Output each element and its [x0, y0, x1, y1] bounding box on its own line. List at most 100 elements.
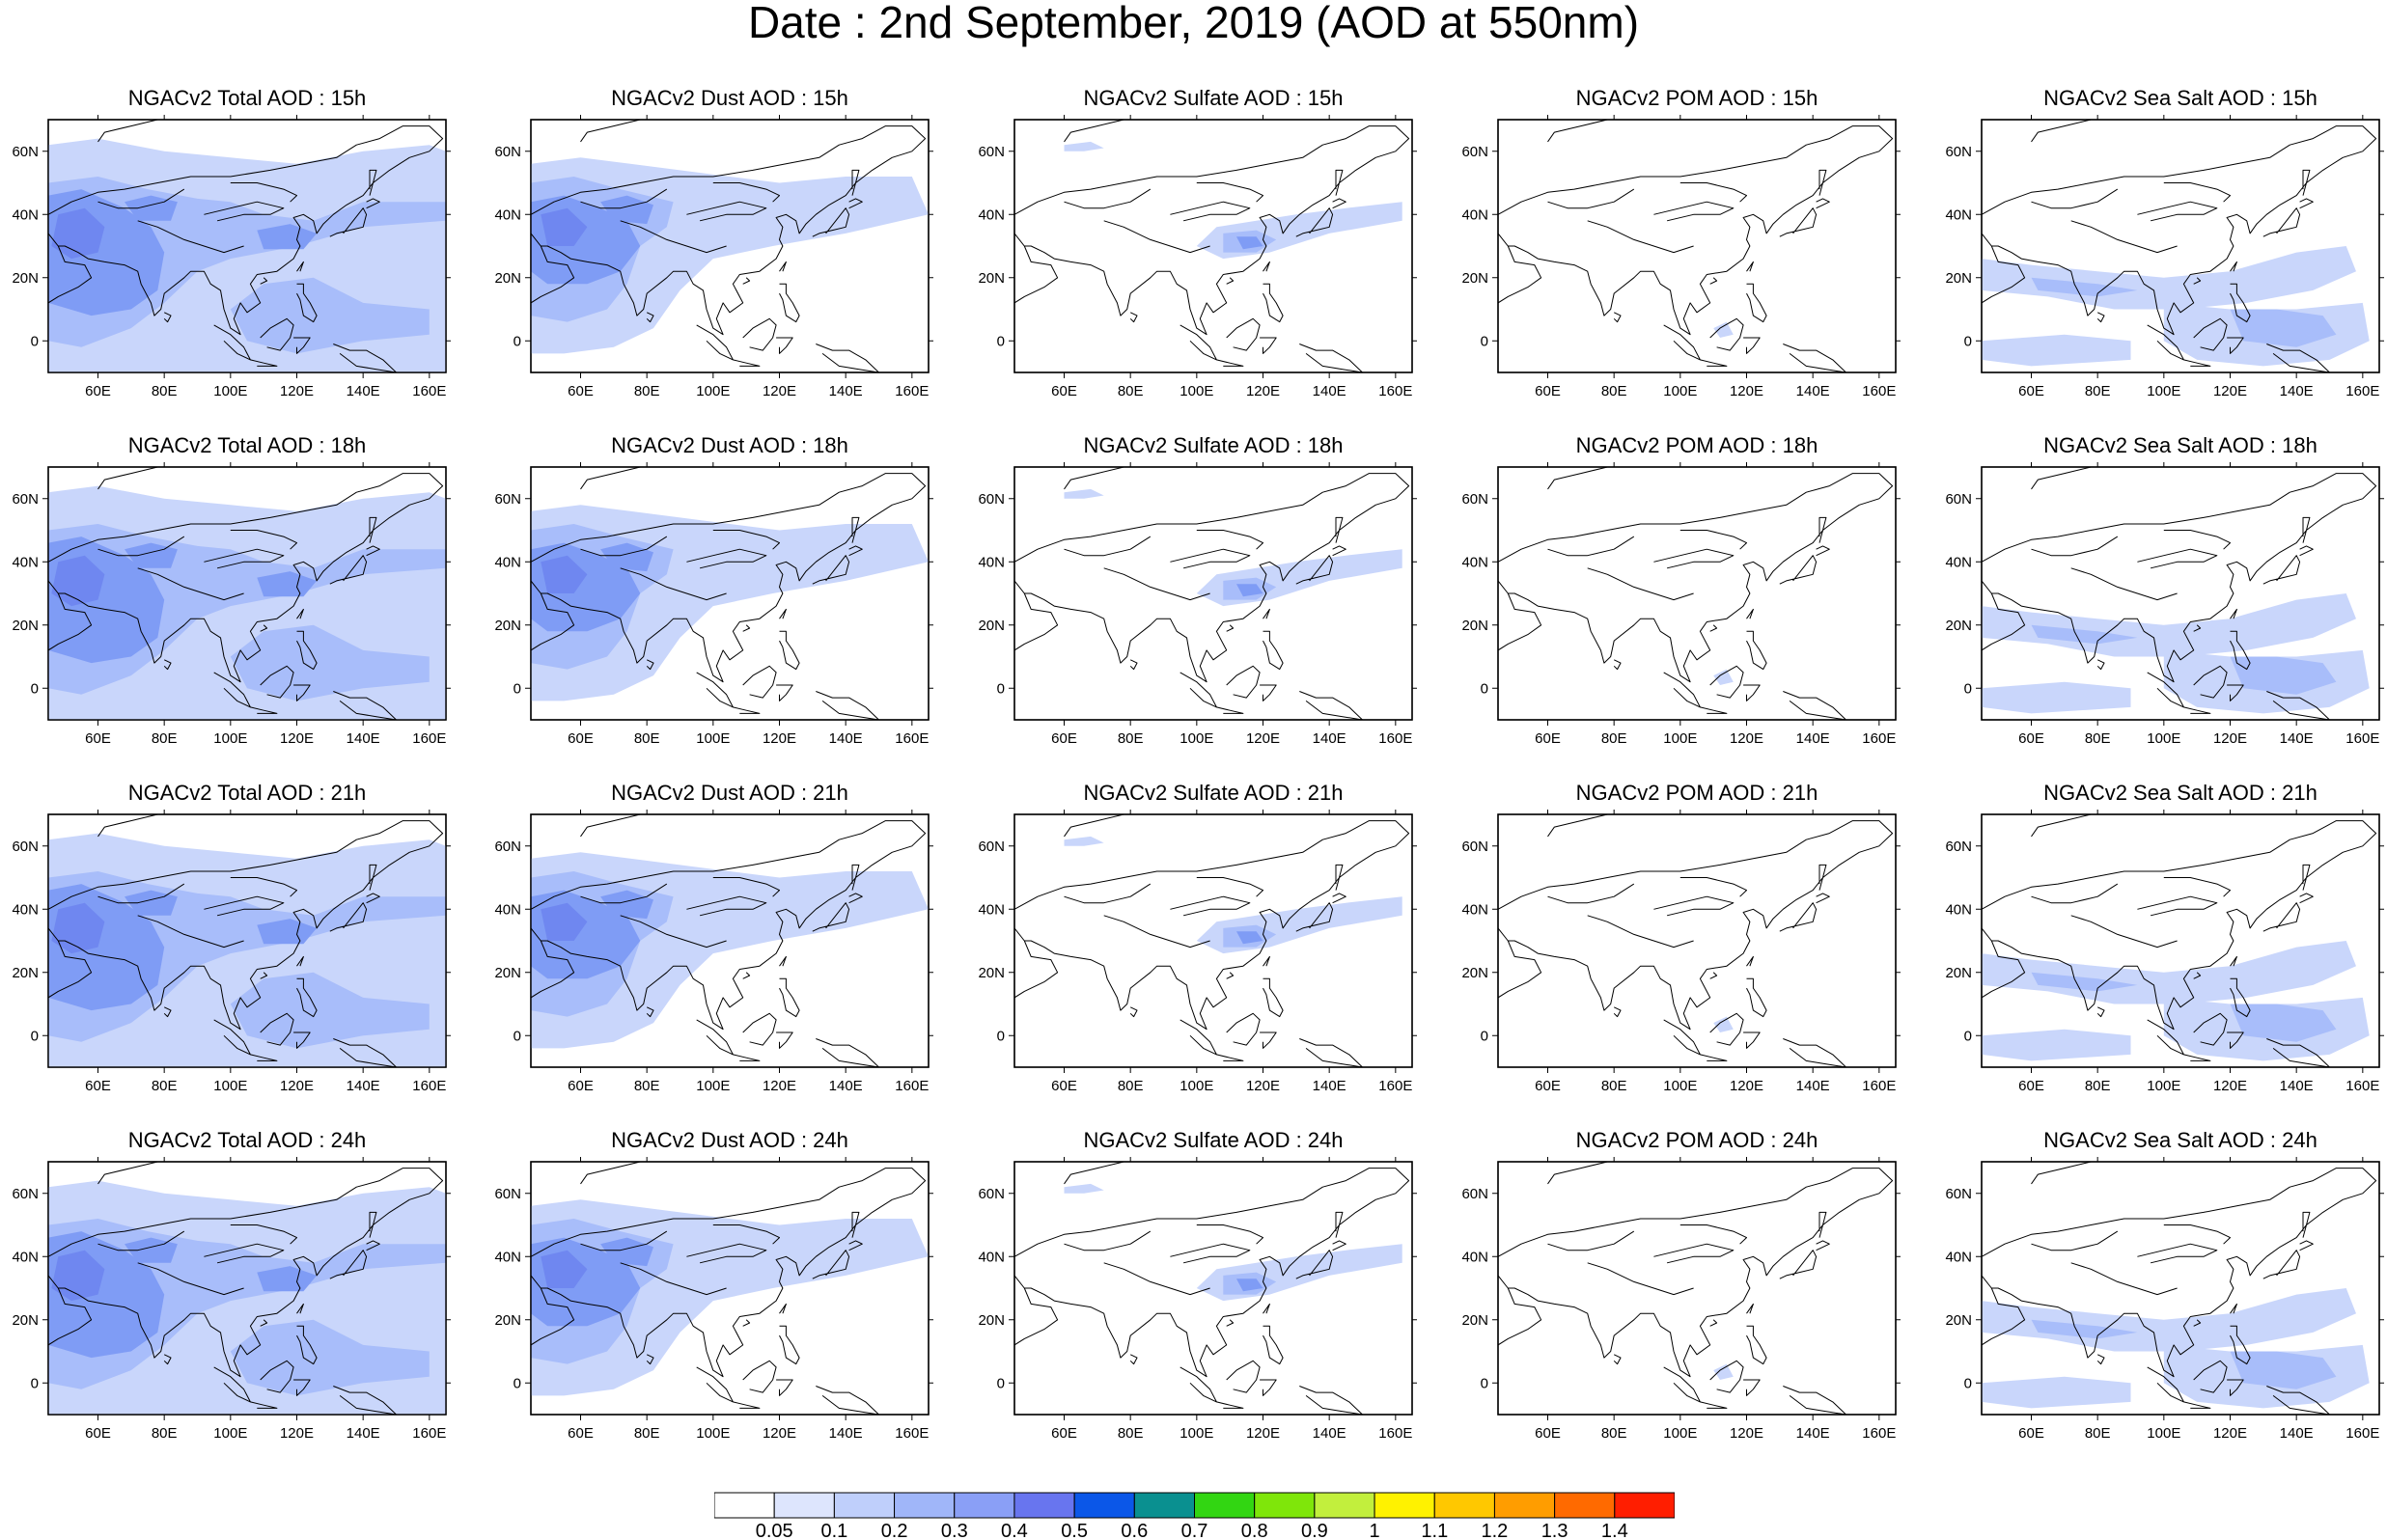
lat-tick-label: 60N — [1945, 144, 1972, 160]
map-panel: NGACv2 Total AOD : 21h 60E 80E 100E 120E 140E… — [0, 780, 454, 1117]
lat-tick-label: 20N — [1945, 270, 1972, 287]
map-plot: 60E 80E 100E 120E 140E 160E 60N 40N 20N 0 — [494, 462, 933, 747]
lat-tick-label: 40N — [1461, 901, 1488, 918]
colorbar-label: 0.05 — [756, 1521, 793, 1540]
lon-tick-label: 60E — [1535, 730, 1561, 747]
lat-tick-label: 60N — [1945, 839, 1972, 855]
colorbar-swatch — [1554, 1492, 1616, 1519]
colorbar-label: 0.8 — [1241, 1521, 1268, 1540]
lon-tick-label: 60E — [568, 1078, 594, 1094]
aod-field — [1498, 814, 1894, 1067]
aod-shading — [541, 902, 588, 941]
lon-tick-label: 100E — [696, 1425, 730, 1442]
lat-tick-label: 20N — [1461, 965, 1488, 981]
aod-shading — [600, 1237, 653, 1267]
lon-tick-label: 140E — [1796, 1078, 1830, 1094]
coastline — [531, 467, 927, 720]
lat-tick-label: 0 — [513, 680, 521, 697]
lon-tick-label: 80E — [1118, 730, 1144, 747]
lat-tick-label: 60N — [1461, 839, 1488, 855]
aod-field — [1498, 120, 1894, 372]
lat-tick-label: 60N — [1945, 1186, 1972, 1202]
lon-tick-label: 100E — [696, 1078, 730, 1094]
aod-shading — [1713, 1016, 1734, 1032]
lat-tick-label: 40N — [12, 1249, 39, 1265]
map-plot: 60E 80E 100E 120E 140E 160E 60N 40N 20N 0 — [1461, 810, 1901, 1094]
lon-tick-label: 80E — [1118, 1078, 1144, 1094]
lat-tick-label: 60N — [1461, 1186, 1488, 1202]
lon-tick-label: 160E — [895, 730, 929, 747]
lat-tick-label: 60N — [1945, 491, 1972, 508]
lon-tick-label: 80E — [152, 1078, 178, 1094]
lat-tick-label: 20N — [978, 1312, 1005, 1329]
lon-tick-label: 100E — [1180, 1078, 1213, 1094]
colorbar-label: 1.3 — [1541, 1521, 1568, 1540]
lat-tick-label: 20N — [1461, 1312, 1488, 1329]
aod-field — [531, 814, 929, 1067]
map-panel: NGACv2 Sulfate AOD : 24h 60E 80E 100E 120E 14… — [966, 1127, 1420, 1465]
colorbar-swatch — [1194, 1492, 1256, 1519]
aod-shading — [2230, 1004, 2337, 1042]
lon-tick-label: 140E — [2280, 1425, 2314, 1442]
lat-tick-label: 0 — [1964, 680, 1972, 697]
lon-tick-label: 60E — [568, 383, 594, 399]
lon-tick-label: 160E — [412, 730, 446, 747]
coastline — [1982, 814, 2377, 1067]
lat-tick-label: 40N — [1945, 901, 1972, 918]
map-border — [1013, 466, 1413, 721]
aod-shading — [1064, 488, 1104, 499]
lon-tick-label: 80E — [1601, 730, 1627, 747]
lon-tick-label: 80E — [2085, 1078, 2111, 1094]
lat-tick-label: 20N — [1945, 965, 1972, 981]
lon-tick-label: 60E — [2018, 730, 2044, 747]
aod-field — [1982, 814, 2377, 1067]
lon-tick-label: 100E — [1180, 1425, 1213, 1442]
map-plot: 60E 80E 100E 120E 140E 160E 60N 40N 20N 0 — [12, 1157, 451, 1442]
map-border — [1981, 1161, 2380, 1416]
lon-tick-label: 80E — [152, 1425, 178, 1442]
lat-tick-label: 60N — [978, 839, 1005, 855]
lat-tick-label: 60N — [494, 144, 521, 160]
panel-title: NGACv2 Sulfate AOD : 18h — [1083, 433, 1344, 457]
aod-shading — [257, 1266, 318, 1292]
map-border — [530, 1161, 930, 1416]
lat-tick-label: 40N — [1945, 1249, 1972, 1265]
lat-tick-label: 20N — [978, 270, 1005, 287]
lon-tick-label: 100E — [213, 383, 247, 399]
lat-tick-label: 60N — [12, 1186, 39, 1202]
lon-tick-label: 140E — [2280, 1078, 2314, 1094]
lat-tick-label: 20N — [12, 965, 39, 981]
lon-tick-label: 120E — [2213, 1078, 2247, 1094]
lon-tick-label: 80E — [1601, 1425, 1627, 1442]
map-border — [47, 466, 447, 721]
aod-shading — [1713, 669, 1734, 685]
lon-tick-label: 120E — [1730, 1078, 1763, 1094]
lon-tick-label: 120E — [763, 1425, 796, 1442]
lat-tick-label: 40N — [1945, 206, 1972, 223]
lon-tick-label: 80E — [634, 1078, 660, 1094]
aod-shading — [2230, 656, 2337, 695]
lon-tick-label: 100E — [2147, 1078, 2180, 1094]
lon-tick-label: 80E — [634, 730, 660, 747]
aod-shading — [1064, 141, 1104, 151]
map-plot: 60E 80E 100E 120E 140E 160E 60N 40N 20N 0 — [1461, 462, 1901, 747]
aod-field — [1014, 1162, 1410, 1415]
lon-tick-label: 120E — [2213, 1425, 2247, 1442]
colorbar-label: 1.1 — [1421, 1521, 1448, 1540]
map-border — [1013, 1161, 1413, 1416]
lat-tick-label: 0 — [1481, 680, 1488, 697]
lon-tick-label: 60E — [1535, 1425, 1561, 1442]
coastline — [1014, 120, 1410, 372]
map-panel: NGACv2 Dust AOD : 15h 60E 80E 100E 120E 140E 1… — [483, 85, 936, 423]
map-panel: NGACv2 Sulfate AOD : 15h 60E 80E 100E 120E 14… — [966, 85, 1420, 423]
map-plot: 60E 80E 100E 120E 140E 160E 60N 40N 20N 0 — [12, 115, 451, 399]
lon-tick-label: 100E — [2147, 1425, 2180, 1442]
lat-tick-label: 0 — [1481, 1375, 1488, 1391]
aod-shading — [600, 195, 653, 225]
lon-tick-label: 60E — [1051, 1425, 1077, 1442]
coastline — [48, 814, 444, 1067]
aod-field — [1982, 120, 2377, 372]
lon-tick-label: 160E — [2345, 1425, 2379, 1442]
lat-tick-label: 20N — [12, 618, 39, 634]
map-panel: NGACv2 Sulfate AOD : 21h 60E 80E 100E 120E 14… — [966, 780, 1420, 1117]
